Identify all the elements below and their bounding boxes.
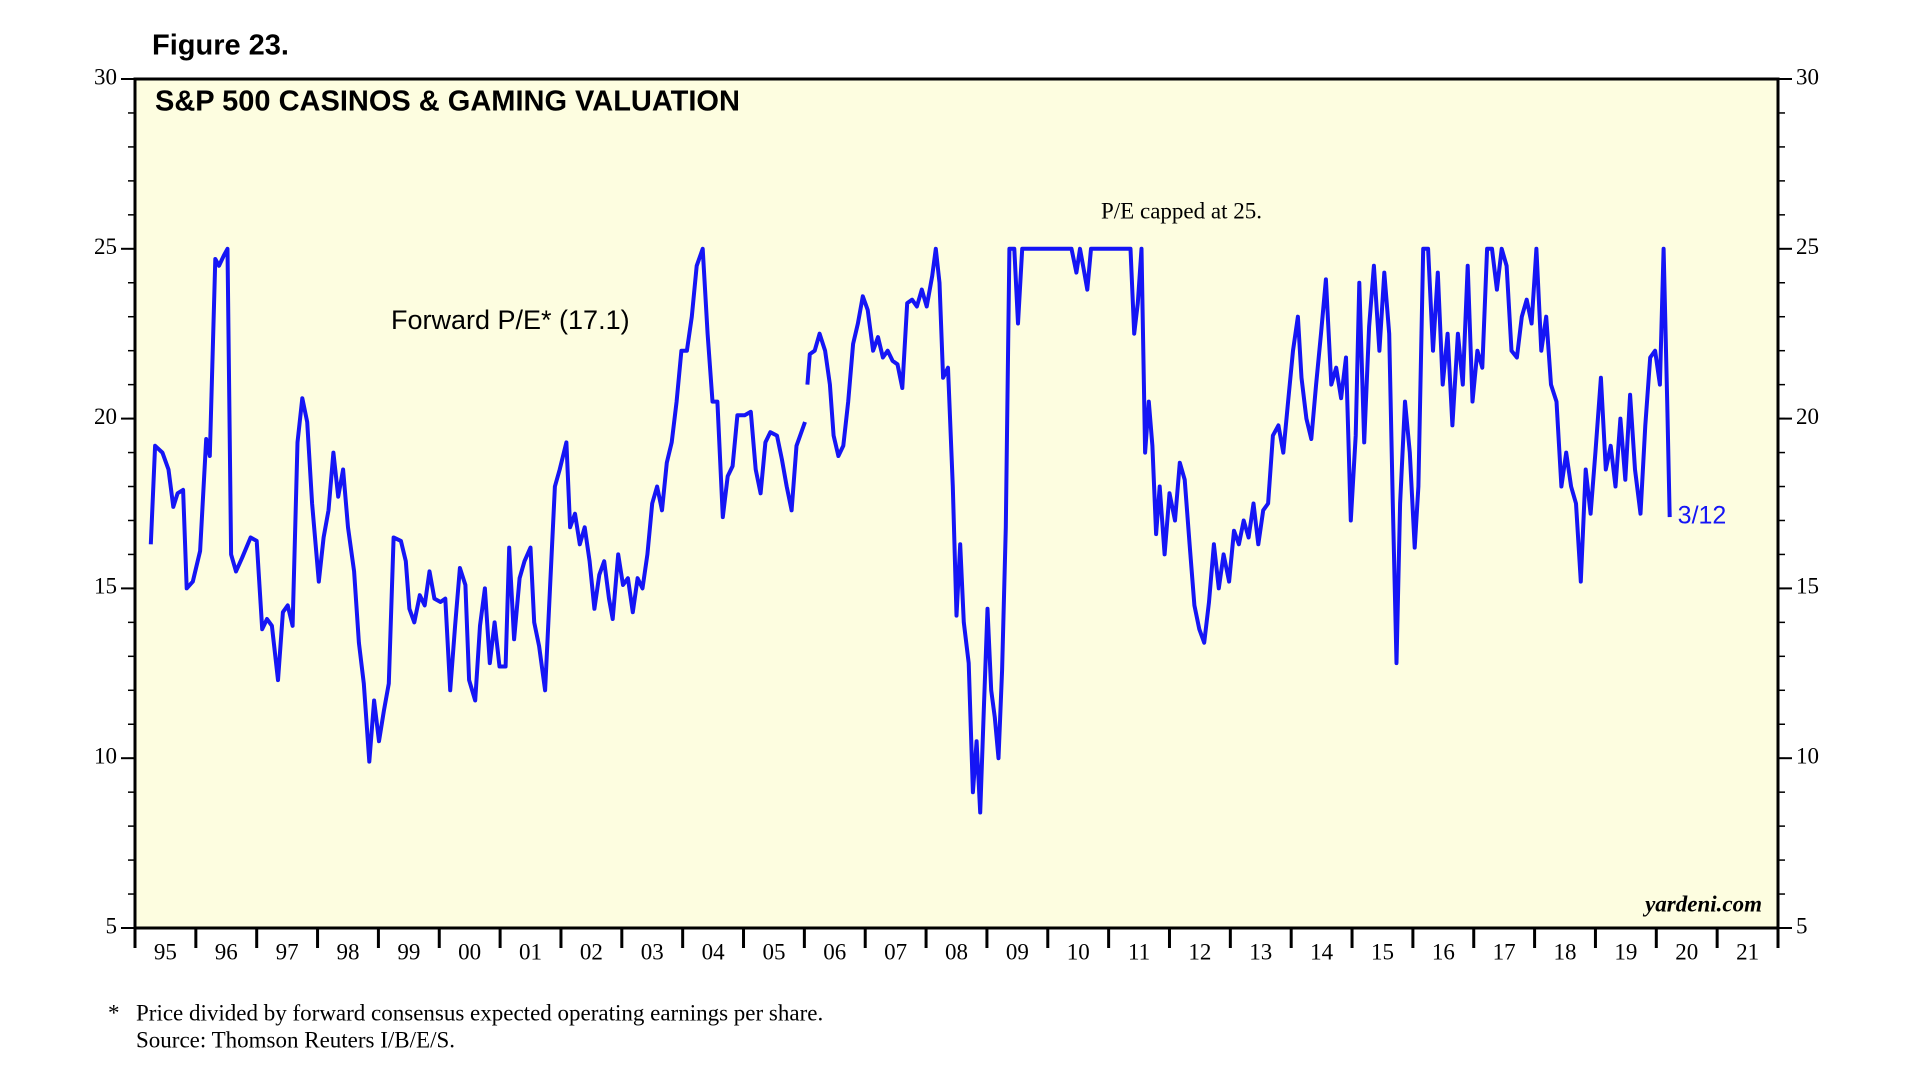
x-tick-label: 17 [1493, 939, 1516, 964]
chart-title: S&P 500 CASINOS & GAMING VALUATION [155, 86, 740, 118]
y2-tick-label: 25 [1796, 234, 1819, 259]
series-label: Forward P/E* (17.1) [391, 305, 630, 335]
x-tick-label: 99 [397, 939, 420, 964]
x-tick-label: 15 [1371, 939, 1394, 964]
x-tick-label: 18 [1554, 939, 1577, 964]
x-tick-label: 08 [945, 939, 968, 964]
y2-tick-label: 10 [1796, 743, 1819, 768]
y2-tick-label: 15 [1796, 574, 1819, 599]
x-tick-label: 20 [1675, 939, 1698, 964]
x-tick-label: 97 [276, 939, 299, 964]
footnote: Price divided by forward consensus expec… [136, 1000, 823, 1025]
x-tick-label: 13 [1249, 939, 1272, 964]
x-tick-label: 12 [1188, 939, 1211, 964]
x-tick-label: 21 [1736, 939, 1759, 964]
watermark: yardeni.com [1642, 891, 1762, 916]
y-tick-label: 25 [94, 234, 117, 259]
x-tick-label: 01 [519, 939, 542, 964]
x-tick-label: 06 [823, 939, 846, 964]
x-tick-label: 10 [1067, 939, 1090, 964]
figure-label: Figure 23. [152, 30, 289, 62]
y2-tick-label: 30 [1796, 64, 1819, 89]
x-tick-label: 11 [1128, 939, 1150, 964]
x-tick-label: 96 [215, 939, 238, 964]
x-tick-label: 03 [641, 939, 664, 964]
x-tick-label: 02 [580, 939, 603, 964]
y-tick-label: 20 [94, 404, 117, 429]
x-tick-label: 00 [458, 939, 481, 964]
y2-tick-label: 5 [1796, 913, 1808, 938]
y2-tick-label: 20 [1796, 404, 1819, 429]
y-tick-label: 15 [94, 574, 117, 599]
x-tick-label: 04 [702, 939, 726, 964]
annotation-note: P/E capped at 25. [1101, 198, 1262, 223]
data-line [148, 246, 1672, 815]
x-tick-label: 95 [154, 939, 177, 964]
footnote-mark: * [108, 1000, 120, 1025]
x-tick-label: 98 [336, 939, 359, 964]
x-tick-label: 16 [1432, 939, 1455, 964]
plot-area [133, 77, 1780, 930]
x-tick-label: 19 [1614, 939, 1637, 964]
x-tick-label: 05 [762, 939, 785, 964]
x-tick-label: 14 [1310, 939, 1334, 964]
x-tick-label: 07 [884, 939, 907, 964]
last-date-label: 3/12 [1678, 502, 1727, 530]
x-tick-label: 09 [1006, 939, 1029, 964]
y-tick-label: 10 [94, 743, 117, 768]
source: Source: Thomson Reuters I/B/E/S. [136, 1027, 455, 1052]
y-tick-label: 5 [106, 913, 118, 938]
y-tick-label: 30 [94, 64, 117, 89]
